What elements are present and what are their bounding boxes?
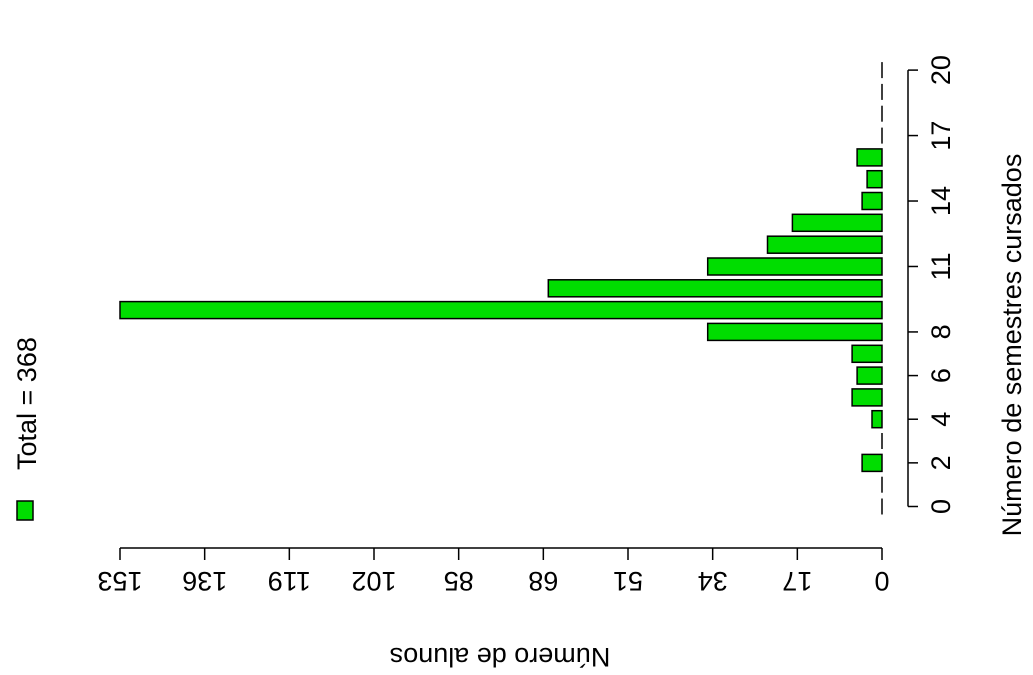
category-tick-label: 17: [926, 121, 956, 151]
value-axis: 0 17 34 51 68 85 102 119 136 153: [97, 547, 890, 596]
category-tick-label: 11: [926, 252, 956, 280]
category-tick-label: 4: [926, 412, 956, 427]
bar: [706, 322, 883, 342]
bar: [866, 169, 883, 189]
bars-group: [119, 148, 883, 473]
value-tick-label: 68: [528, 566, 558, 596]
category-tick-label: 8: [926, 324, 956, 339]
bar: [119, 300, 883, 320]
value-tick-label: 0: [874, 566, 889, 596]
bar: [766, 235, 883, 254]
category-axis-ticks: 0 2 4 6 8 11 14 17 20: [908, 55, 956, 514]
bar: [856, 366, 883, 385]
bar: [851, 344, 883, 364]
bar: [861, 191, 883, 211]
bar: [871, 409, 883, 429]
bar: [851, 388, 883, 407]
value-tick-label: 17: [782, 566, 812, 596]
category-tick-label: 0: [926, 499, 956, 514]
value-tick-label: 34: [698, 566, 728, 596]
category-tick-label: 2: [926, 455, 956, 470]
category-tick-label: 14: [926, 186, 956, 216]
bar: [856, 148, 883, 167]
value-tick-label: 119: [268, 566, 311, 596]
category-axis-title: Número de semestres cursados: [997, 154, 1027, 537]
value-tick-label: 102: [351, 566, 396, 596]
legend-label: Total = 368: [12, 337, 42, 470]
value-tick-label: 51: [613, 566, 643, 596]
category-tick-label: 20: [926, 55, 956, 85]
legend-swatch: [16, 500, 34, 521]
value-tick-label: 85: [444, 566, 474, 596]
bar: [861, 453, 883, 473]
bar: [706, 257, 883, 276]
category-tick-label: 6: [926, 368, 956, 383]
value-tick-label: 153: [97, 566, 142, 596]
value-tick-label: 136: [182, 566, 227, 596]
bar: [791, 213, 883, 233]
value-axis-title: Número de alunos: [390, 642, 611, 672]
bar: [547, 279, 883, 298]
